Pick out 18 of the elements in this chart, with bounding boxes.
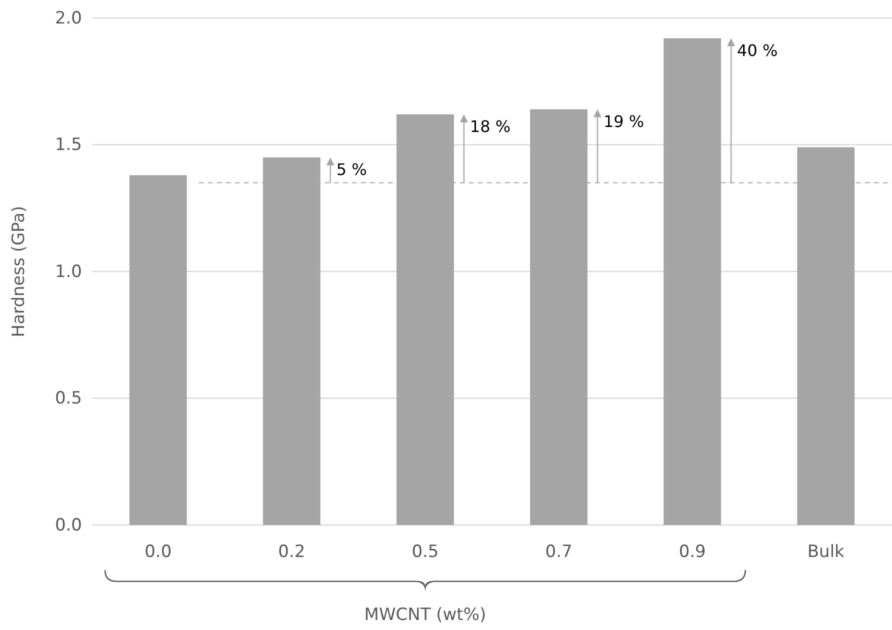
x-tick-label: 0.9 [678,542,706,562]
x-tick-label: 0.2 [278,542,306,562]
y-tick-label: 1.0 [54,262,82,282]
annotation: 5 % [336,160,367,180]
x-tick-label: Bulk [807,542,845,562]
annotation: 18 % [470,116,511,136]
annotation: 19 % [603,112,644,131]
y-tick-label: 0.5 [54,388,82,409]
x-tick-label: 0.5 [412,542,439,562]
y-tick-label: 1.5 [54,135,82,156]
y-tick-label: 2.0 [54,8,82,28]
x-axis-title: MWCNT (wt%) [364,605,486,625]
y-axis-title: Hardness (GPa) [9,206,29,338]
y-tick-label: 0.0 [54,515,82,536]
x-tick-label: 0.7 [545,542,572,562]
annotation: 40 % [737,40,778,60]
x-tick-label: 0.0 [144,542,172,562]
bar [129,175,187,525]
